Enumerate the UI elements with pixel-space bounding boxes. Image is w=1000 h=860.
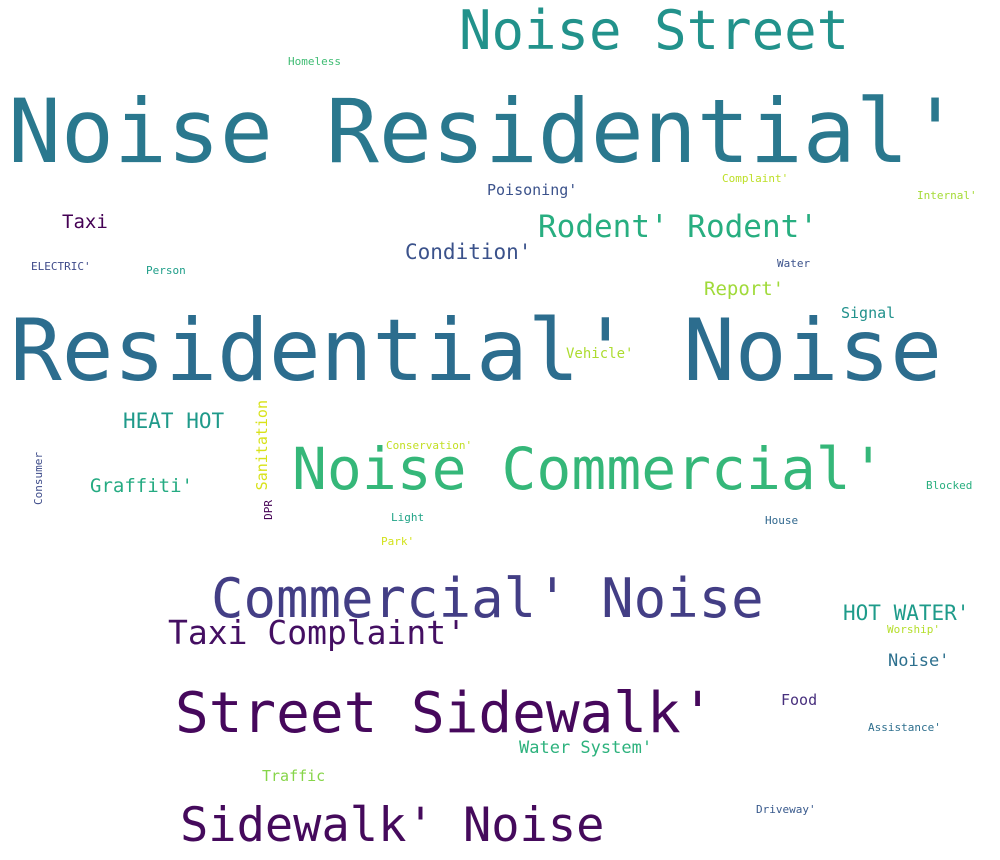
word-condition: Condition': [405, 240, 532, 264]
word-rodent-rodent: Rodent' Rodent': [538, 209, 818, 245]
word-person: Person: [146, 264, 186, 277]
word-poisoning: Poisoning': [487, 181, 578, 199]
word-taxi: Taxi: [62, 211, 108, 233]
word-signal: Signal: [841, 304, 896, 322]
word-complaint: Complaint': [722, 172, 789, 185]
word-worship: Worship': [887, 623, 940, 636]
word-heat-hot: HEAT HOT: [123, 409, 225, 433]
word-blocked: Blocked: [926, 479, 973, 492]
word-noise-single: Noise': [888, 651, 950, 671]
word-vehicle: Vehicle': [566, 346, 634, 362]
word-conservation: Conservation': [386, 439, 473, 452]
word-noise-residential: Noise Residential': [8, 80, 962, 183]
word-commercial-noise: Commercial' Noise: [211, 567, 764, 630]
word-water-system: Water System': [519, 738, 653, 758]
word-sanitation: Sanitation: [253, 400, 271, 491]
word-residential-noise: Residential' Noise: [10, 301, 942, 401]
word-assistance: Assistance': [868, 721, 941, 734]
word-water: Water: [777, 257, 811, 270]
word-food: Food: [781, 691, 818, 709]
word-electric: ELECTRIC': [31, 260, 91, 273]
word-dpr: DPR: [262, 500, 275, 520]
word-driveway: Driveway': [756, 803, 816, 816]
word-report: Report': [704, 278, 785, 300]
word-traffic: Traffic: [262, 767, 326, 785]
word-noise-commercial: Noise Commercial': [292, 435, 886, 503]
word-sidewalk-noise: Sidewalk' Noise: [180, 798, 605, 853]
word-street-sidewalk: Street Sidewalk': [175, 681, 715, 746]
word-graffiti: Graffiti': [90, 475, 193, 497]
word-noise-street: Noise Street: [459, 0, 850, 62]
word-park: Park': [381, 535, 415, 548]
word-homeless: Homeless: [288, 55, 341, 68]
word-internal: Internal': [917, 189, 977, 202]
word-house: House: [765, 514, 799, 527]
word-consumer: Consumer: [32, 452, 45, 505]
word-hot-water: HOT WATER': [843, 601, 970, 625]
word-taxi-complaint: Taxi Complaint': [168, 613, 467, 652]
word-light: Light: [391, 511, 425, 524]
